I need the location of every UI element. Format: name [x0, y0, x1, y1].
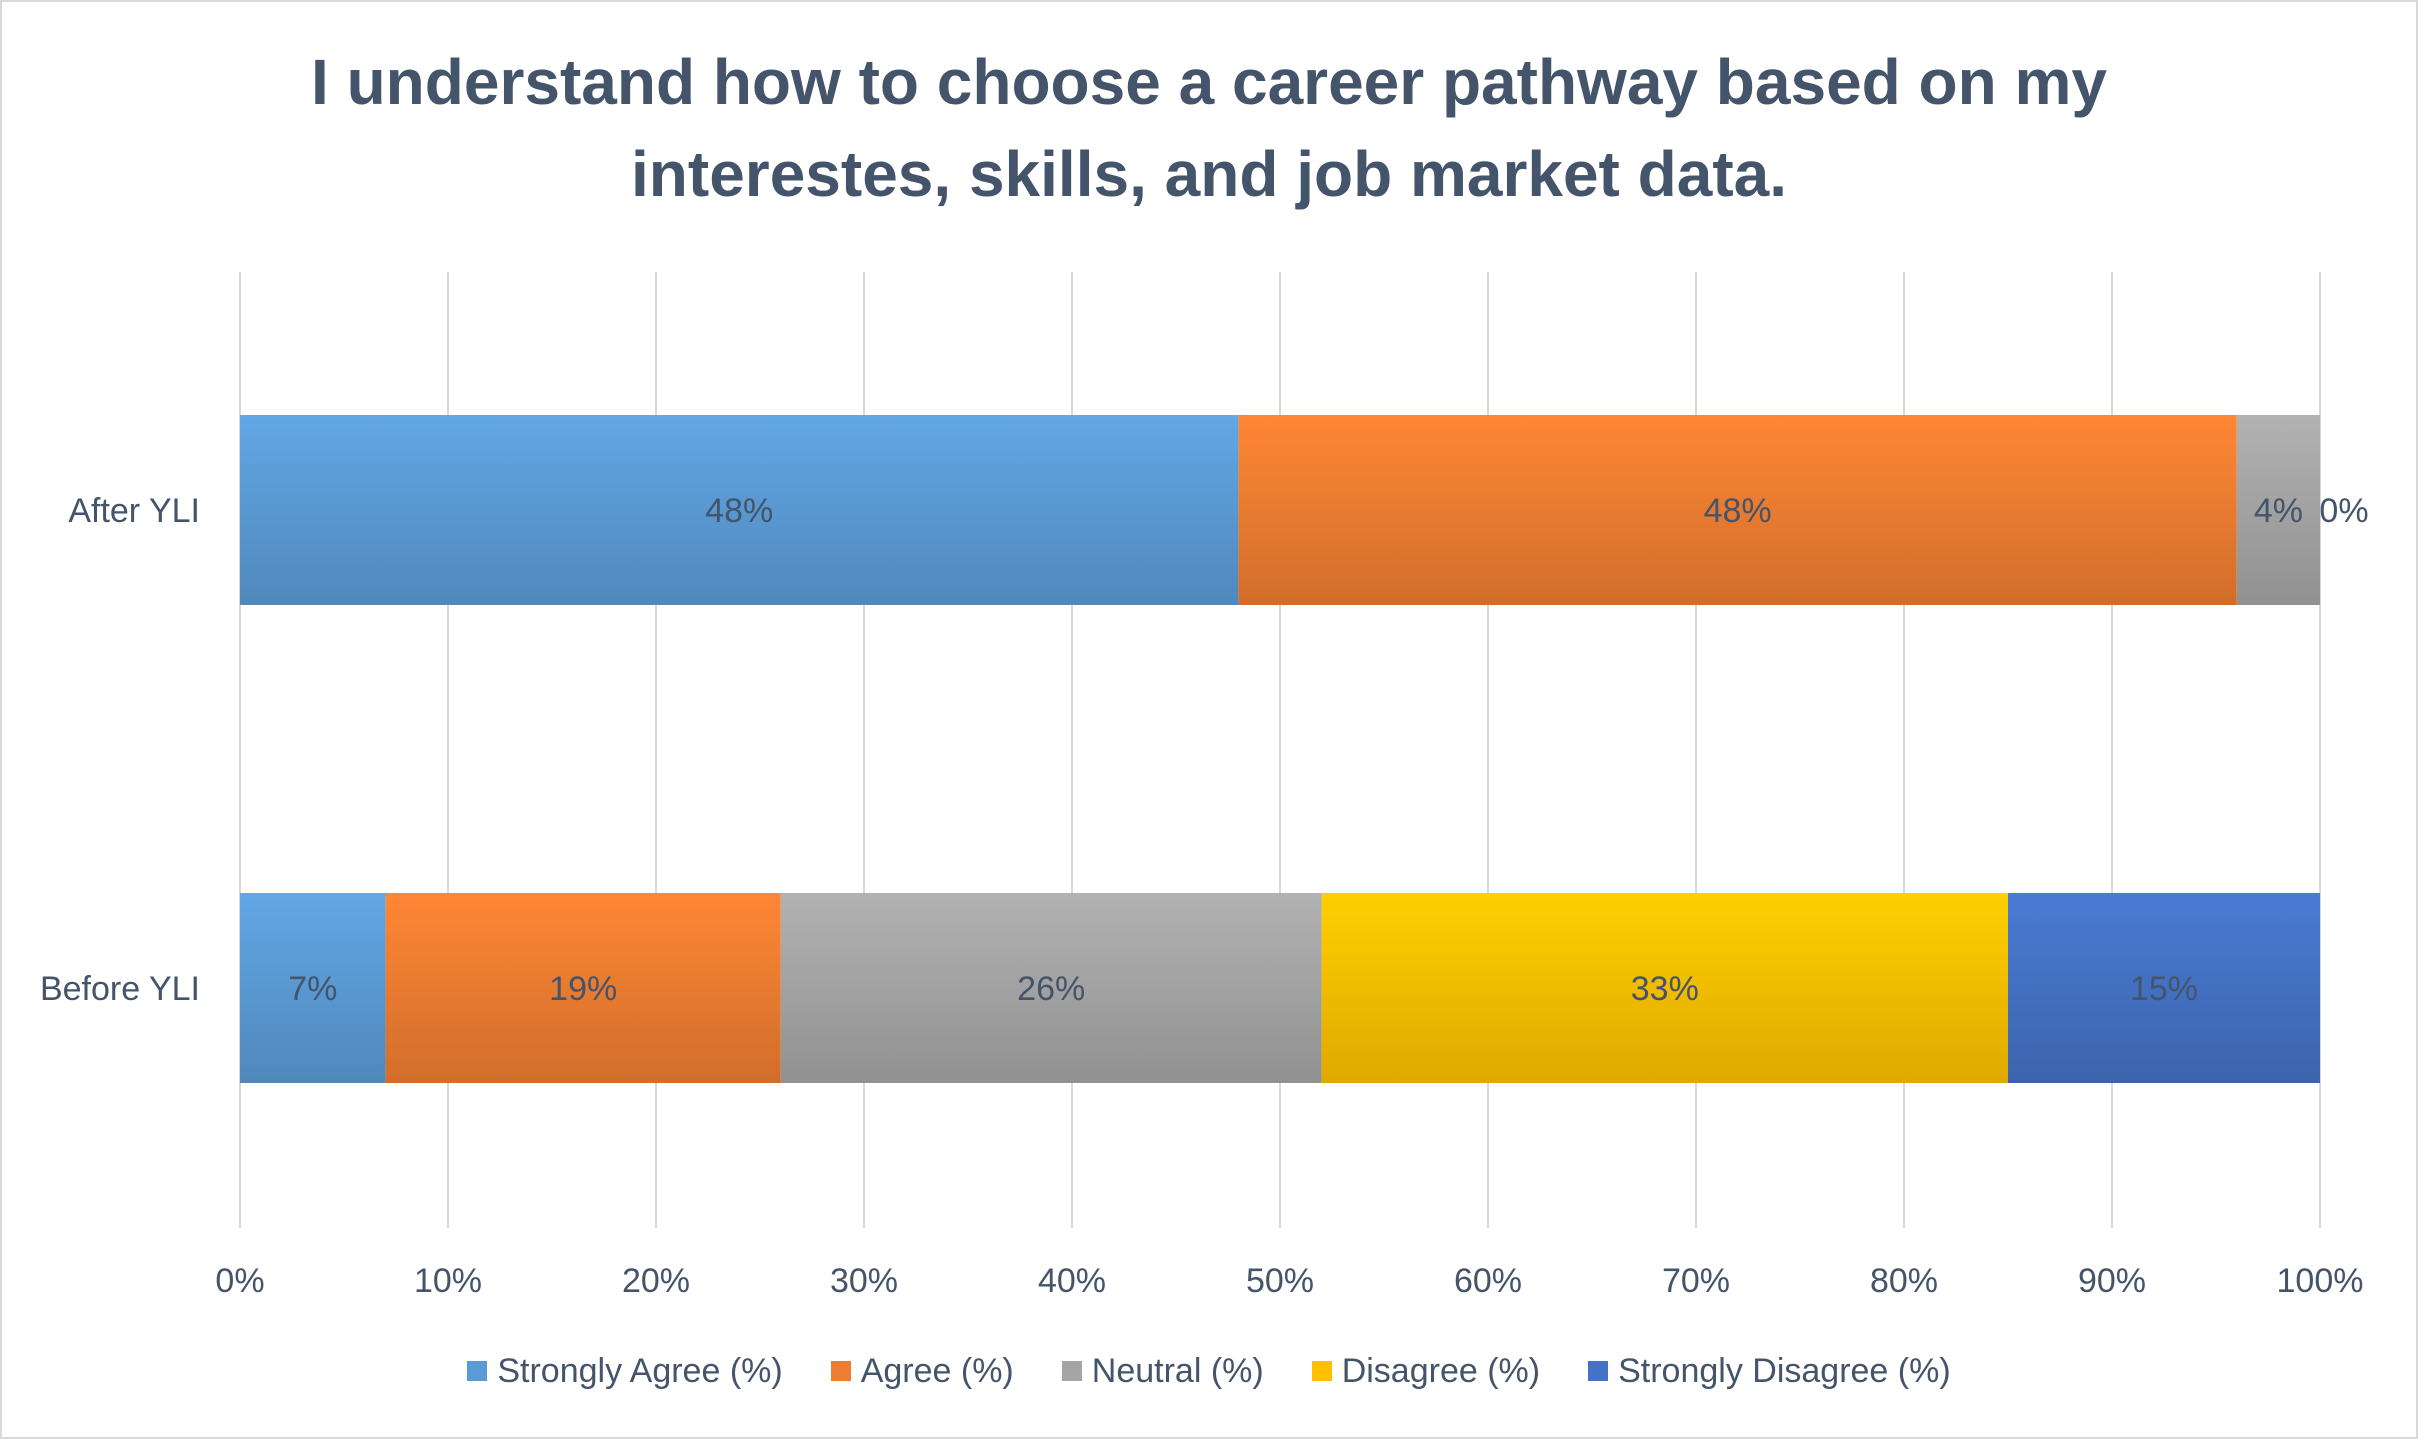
data-label: 48%: [1704, 492, 1772, 530]
data-label: 15%: [2130, 970, 2198, 1008]
data-label: 26%: [1017, 970, 1085, 1008]
x-tick-label: 20%: [622, 1262, 690, 1300]
bar-segment: [780, 893, 1322, 1083]
x-tick-label: 0%: [215, 1262, 264, 1300]
legend-swatch: [1588, 1361, 1609, 1381]
legend-label: Strongly Agree (%): [497, 1351, 783, 1390]
category-label: After YLI: [68, 492, 200, 530]
data-label: 19%: [549, 970, 617, 1008]
legend: Strongly Agree (%) Agree (%) Neutral (%) Di…: [0, 1346, 2418, 1396]
x-tick-label: 70%: [1662, 1262, 1730, 1300]
legend-label: Strongly Disagree (%): [1618, 1351, 1951, 1390]
category-label: Before YLI: [40, 970, 200, 1008]
x-tick-label: 80%: [1870, 1262, 1938, 1300]
bar-segment: [2236, 415, 2320, 605]
data-label: 33%: [1631, 970, 1699, 1008]
x-tick-label: 30%: [830, 1262, 898, 1300]
legend-label: Disagree (%): [1341, 1351, 1541, 1390]
bar-segment: [2008, 893, 2320, 1083]
bar-segment: [1321, 893, 2008, 1083]
legend-item: Neutral (%): [1061, 1351, 1264, 1391]
legend-item: Agree (%): [830, 1351, 1014, 1391]
bar-segment: [240, 893, 386, 1083]
data-label: 4%: [2254, 492, 2303, 530]
legend-label: Agree (%): [860, 1351, 1014, 1390]
legend-swatch: [830, 1361, 851, 1381]
chart-title: I understand how to choose a career path…: [0, 36, 2418, 220]
axes: 0% 10% 20% 30% 40% 50% 60% 70% 80% 90% 100% After Y…: [40, 492, 2364, 1300]
data-label: 48%: [705, 492, 773, 530]
chart-title-line-1: I understand how to choose a career path…: [311, 46, 2107, 118]
legend-swatch: [467, 1361, 488, 1381]
bar-segment: [385, 893, 781, 1083]
x-tick-label: 90%: [2078, 1262, 2146, 1300]
legend-item: Disagree (%): [1311, 1351, 1541, 1391]
chart-title-line-2: interestes, skills, and job market data.: [631, 138, 1787, 210]
x-tick-label: 60%: [1454, 1262, 1522, 1300]
legend-swatch: [1061, 1361, 1082, 1381]
data-label: 7%: [288, 970, 337, 1008]
bars: [240, 415, 2320, 1083]
legend-item: Strongly Disagree (%): [1588, 1352, 1951, 1391]
x-tick-label: 10%: [414, 1262, 482, 1300]
data-label: 0%: [2319, 492, 2368, 530]
x-tick-label: 100%: [2277, 1262, 2364, 1300]
x-tick-label: 50%: [1246, 1262, 1314, 1300]
bar-segment: [1238, 415, 2237, 605]
legend-swatch: [1311, 1361, 1332, 1381]
x-tick-label: 40%: [1038, 1262, 1106, 1300]
legend-item: Strongly Agree (%): [467, 1351, 783, 1391]
bar-segment: [240, 415, 1239, 605]
legend-label: Neutral (%): [1091, 1351, 1264, 1390]
data-labels: 48% 48% 4% 0% 7% 19% 26% 33% 15%: [288, 492, 2368, 1008]
